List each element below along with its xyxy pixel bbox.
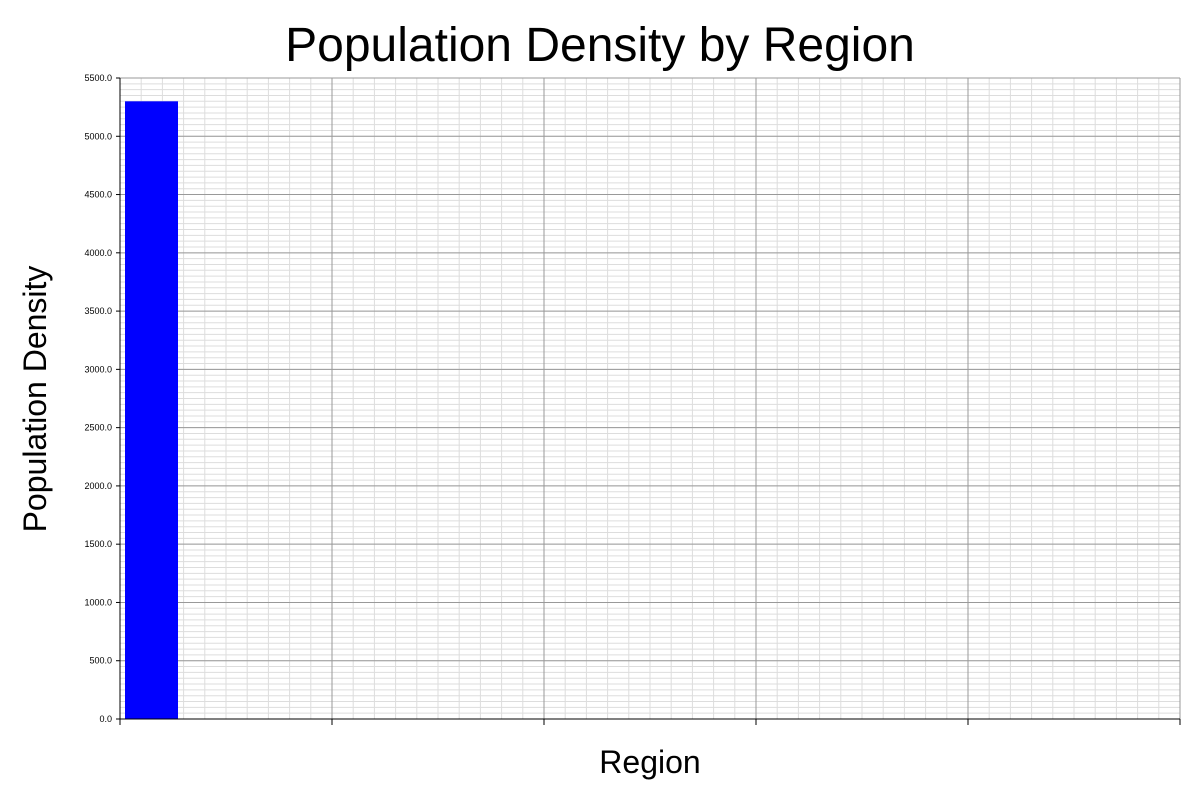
axes [116, 77, 1181, 725]
y-tick-label: 3000.0 [84, 364, 112, 374]
chart-title: Population Density by Region [285, 19, 915, 72]
y-tick-label: 500.0 [89, 656, 112, 666]
y-tick-label: 5500.0 [84, 73, 112, 83]
y-axis-label: Population Density [17, 266, 53, 533]
y-tick-label: 2500.0 [84, 423, 112, 433]
y-tick-label: 3500.0 [84, 306, 112, 316]
y-tick-labels: 0.0 500.0 1000.0 1500.0 2000.0 2500.0 3000.0 35… [84, 73, 112, 724]
y-tick-label: 2000.0 [84, 481, 112, 491]
bars [125, 101, 178, 720]
x-axis-label: Region [599, 744, 700, 780]
y-tick-label: 4500.0 [84, 190, 112, 200]
minor-grid [119, 77, 1181, 720]
y-tick-label: 1000.0 [84, 597, 112, 607]
bar [125, 101, 178, 720]
y-tick-label: 4000.0 [84, 248, 112, 258]
y-tick-label: 5000.0 [84, 131, 112, 141]
y-tick-label: 0.0 [99, 714, 112, 724]
y-tick-label: 1500.0 [84, 539, 112, 549]
